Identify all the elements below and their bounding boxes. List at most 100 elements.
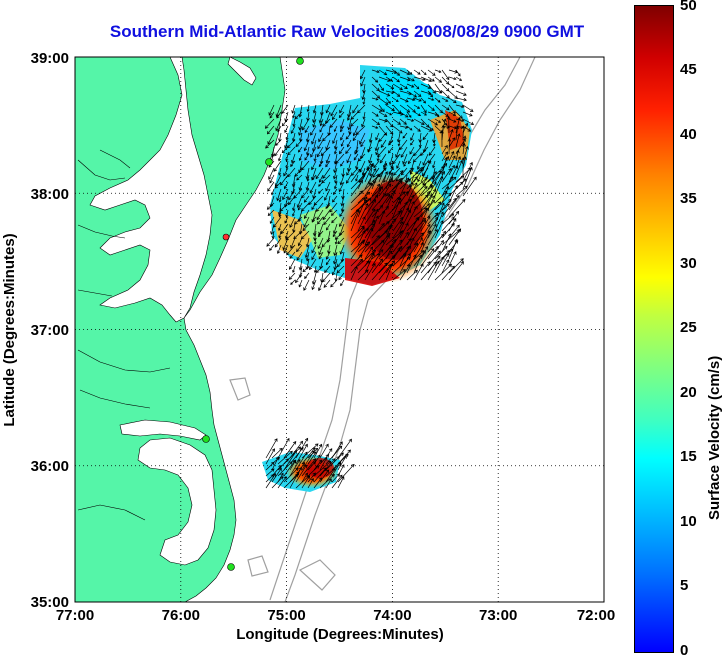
velocity-arrow bbox=[325, 181, 331, 192]
y-axis-label: Latitude (Degrees:Minutes) bbox=[1, 233, 18, 426]
velocity-arrow bbox=[357, 242, 369, 260]
velocity-arrow bbox=[292, 209, 296, 217]
velocity-arrow bbox=[403, 160, 408, 167]
velocity-arrow bbox=[276, 188, 282, 202]
velocity-arrow bbox=[455, 69, 461, 77]
velocity-arrow bbox=[271, 447, 283, 459]
velocity-arrow bbox=[441, 222, 455, 239]
velocity-arrow bbox=[392, 197, 402, 218]
velocity-arrow bbox=[277, 437, 290, 459]
velocity-arrow bbox=[420, 97, 427, 104]
velocity-arrow bbox=[455, 185, 468, 197]
velocity-arrow bbox=[364, 235, 380, 253]
velocity-arrow bbox=[392, 269, 406, 281]
velocity-arrow bbox=[313, 459, 323, 471]
velocity-arrow bbox=[283, 167, 289, 177]
velocity-arrow bbox=[333, 181, 338, 190]
velocity-arrow bbox=[367, 146, 373, 152]
velocity-arrow bbox=[357, 191, 371, 204]
velocity-arrow bbox=[462, 125, 472, 132]
velocity-arrow bbox=[427, 97, 435, 101]
velocity-arrow bbox=[304, 153, 310, 161]
velocity-arrow bbox=[448, 175, 465, 190]
velocity-arrow bbox=[340, 279, 345, 287]
velocity-arrow bbox=[420, 146, 429, 157]
velocity-arrow bbox=[292, 118, 296, 127]
velocity-arrow bbox=[317, 230, 324, 238]
velocity-arrow bbox=[282, 188, 289, 201]
y-tick-label: 38:00 bbox=[31, 186, 69, 203]
velocity-arrow bbox=[422, 153, 429, 166]
velocity-arrow bbox=[332, 167, 338, 180]
velocity-arrow bbox=[378, 90, 391, 97]
velocity-arrow bbox=[291, 153, 296, 164]
velocity-arrow bbox=[378, 118, 388, 123]
velocity-arrow bbox=[307, 478, 314, 489]
velocity-arrow bbox=[267, 181, 275, 192]
velocity-arrow bbox=[448, 194, 460, 211]
velocity-arrow bbox=[420, 261, 431, 274]
velocity-arrow bbox=[340, 202, 345, 213]
velocity-arrow bbox=[399, 222, 409, 239]
velocity-arrow bbox=[434, 220, 444, 239]
station-marker bbox=[265, 158, 273, 166]
velocity-arrow bbox=[364, 182, 374, 197]
velocity-arrow bbox=[371, 230, 388, 246]
station-marker bbox=[227, 563, 235, 571]
velocity-arrow bbox=[374, 139, 380, 152]
velocity-arrow bbox=[350, 209, 360, 232]
velocity-arrow bbox=[441, 151, 448, 162]
velocity-arrow bbox=[333, 125, 338, 133]
velocity-arrow bbox=[273, 160, 282, 172]
velocity-arrow bbox=[345, 146, 352, 155]
velocity-arrow bbox=[357, 269, 369, 281]
velocity-arrow bbox=[395, 146, 401, 158]
velocity-arrow bbox=[325, 445, 343, 465]
velocity-arrow bbox=[350, 226, 365, 246]
velocity-arrow bbox=[407, 153, 415, 165]
velocity-arrow bbox=[271, 230, 275, 239]
velocity-arrow bbox=[406, 97, 416, 102]
velocity-arrow bbox=[350, 254, 363, 267]
velocity-arrow bbox=[269, 216, 275, 224]
velocity-arrow bbox=[277, 458, 289, 471]
velocity-arrow bbox=[385, 104, 395, 112]
velocity-arrow bbox=[385, 111, 393, 116]
velocity-arrow bbox=[319, 443, 329, 459]
velocity-arrow bbox=[399, 252, 411, 274]
velocity-arrow bbox=[406, 217, 419, 239]
velocity-arrow bbox=[281, 146, 289, 154]
velocity-arrow bbox=[371, 253, 381, 267]
velocity-arrow bbox=[357, 153, 366, 162]
velocity-arrow bbox=[313, 153, 317, 162]
velocity-arrow bbox=[371, 173, 380, 190]
velocity-arrow bbox=[441, 83, 450, 92]
station-marker bbox=[202, 435, 210, 443]
velocity-arrow bbox=[420, 185, 434, 197]
velocity-arrow bbox=[378, 225, 392, 239]
velocity-arrow bbox=[357, 216, 366, 232]
velocity-arrow bbox=[331, 474, 343, 489]
velocity-arrow bbox=[303, 279, 310, 291]
velocity-arrow bbox=[455, 160, 463, 176]
velocity-arrow bbox=[448, 251, 457, 267]
velocity-arrow bbox=[392, 239, 403, 253]
colorbar-tick: 35 bbox=[680, 190, 697, 207]
velocity-arrow bbox=[338, 223, 345, 237]
velocity-arrow bbox=[399, 76, 411, 82]
velocity-arrow bbox=[271, 476, 284, 489]
velocity-arrow bbox=[340, 160, 345, 167]
velocity-arrow bbox=[441, 167, 452, 183]
velocity-arrow bbox=[420, 104, 427, 114]
velocity-arrow bbox=[311, 202, 317, 210]
y-tick-labels: 39:00 38:00 37:00 36:00 35:00 bbox=[31, 50, 69, 611]
velocity-arrow bbox=[325, 478, 332, 489]
velocity-arrow bbox=[400, 167, 408, 176]
velocity-arrow bbox=[339, 244, 345, 255]
velocity-arrow bbox=[267, 132, 275, 145]
velocity-arrow bbox=[295, 464, 307, 483]
velocity-arrow bbox=[461, 157, 465, 176]
velocity-arrow bbox=[323, 188, 331, 201]
velocity-arrow bbox=[318, 160, 324, 168]
